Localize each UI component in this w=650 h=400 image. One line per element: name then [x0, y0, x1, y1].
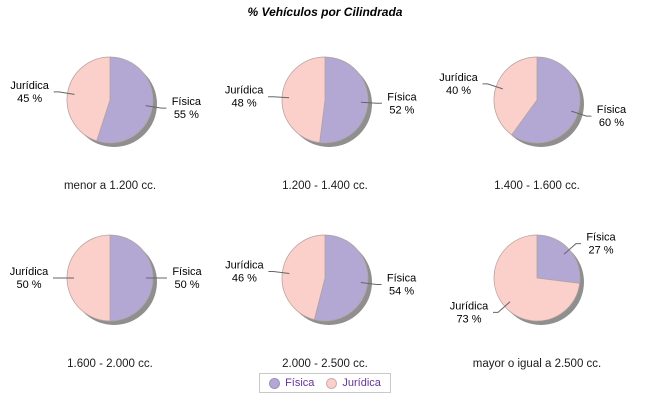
- slice-pct-label: 54 %: [389, 286, 414, 298]
- legend: Física Jurídica: [0, 373, 650, 394]
- slice-name-label: Jurídica: [10, 266, 49, 278]
- slice-pct-label: 46 %: [232, 272, 257, 284]
- slice-name-label: Jurídica: [450, 300, 489, 312]
- leader-line: [563, 243, 582, 255]
- leader-line: [492, 301, 511, 313]
- slice-pct-label: 50 %: [174, 279, 199, 291]
- category-label: 1.600 - 2.000 cc.: [67, 358, 153, 370]
- legend-label-juridica: Jurídica: [342, 377, 381, 389]
- slice-name-label: Física: [586, 232, 616, 244]
- category-label: 1.400 - 1.600 cc.: [494, 180, 580, 192]
- leader-line: [360, 101, 382, 104]
- pie-chart-2000-2500: Física 54 % Jurídica 46 % 2.000 - 2.500 cc.: [217, 218, 433, 382]
- category-label: 2.000 - 2.500 cc.: [282, 358, 368, 370]
- category-label: menor a 1.200 cc.: [63, 180, 157, 192]
- pie-slice-juridica: [281, 56, 326, 144]
- slice-name-label: Física: [387, 91, 417, 103]
- leader-line: [145, 105, 167, 109]
- leader-line: [482, 83, 503, 90]
- slice-pct-label: 50 %: [16, 279, 41, 291]
- slice-name-label: Jurídica: [10, 80, 49, 92]
- pie-chart-mayor-2500: Física 27 % Jurídica 73 % mayor o igual a 2…: [429, 218, 645, 382]
- slice-name-label: Jurídica: [439, 72, 478, 84]
- slice-pct-label: 45 %: [17, 93, 42, 105]
- slice-pct-label: 55 %: [174, 109, 199, 121]
- leader-line: [360, 282, 382, 286]
- pie-chart-1200-1400: Física 52 % Jurídica 48 % 1.200 - 1.400 cc.: [217, 40, 433, 204]
- slice-pct-label: 60 %: [599, 117, 624, 129]
- fisica-color-dot-icon: [269, 377, 281, 389]
- leader-line: [571, 110, 592, 117]
- category-label: mayor o igual a 2.500 cc.: [472, 358, 602, 370]
- legend-box: Física Jurídica: [259, 373, 391, 393]
- category-label: 1.200 - 1.400 cc.: [282, 180, 368, 192]
- slice-pct-label: 40 %: [446, 85, 471, 97]
- slice-name-label: Jurídica: [225, 259, 264, 271]
- pie-chart-menor-1200: Física 55 % Jurídica 45 % menor a 1.200 cc.: [2, 40, 218, 204]
- slice-pct-label: 73 %: [456, 313, 481, 325]
- pie-chart-1400-1600: Física 60 % Jurídica 40 % 1.400 - 1.600 cc.: [429, 40, 645, 204]
- slice-pct-label: 27 %: [588, 245, 613, 257]
- leader-line: [268, 270, 290, 274]
- legend-item-juridica: Jurídica: [326, 377, 381, 389]
- slice-name-label: Física: [172, 266, 202, 278]
- slice-pct-label: 48 %: [232, 98, 257, 110]
- legend-label-fisica: Física: [285, 377, 315, 389]
- slice-pct-label: 52 %: [389, 104, 414, 116]
- pie-slice-fisica: [536, 234, 581, 284]
- leader-line: [53, 91, 75, 95]
- pie-chart-1600-2000: Física 50 % Jurídica 50 % 1.600 - 2.000 cc.: [2, 218, 218, 382]
- slice-name-label: Física: [387, 273, 417, 285]
- juridica-color-dot-icon: [326, 377, 338, 389]
- slice-name-label: Física: [172, 96, 202, 108]
- slice-name-label: Física: [597, 104, 627, 116]
- chart-title: % Vehículos por Cilindrada: [247, 5, 403, 19]
- slice-name-label: Jurídica: [225, 85, 264, 97]
- leader-line: [268, 96, 290, 99]
- legend-item-fisica: Física: [269, 377, 314, 389]
